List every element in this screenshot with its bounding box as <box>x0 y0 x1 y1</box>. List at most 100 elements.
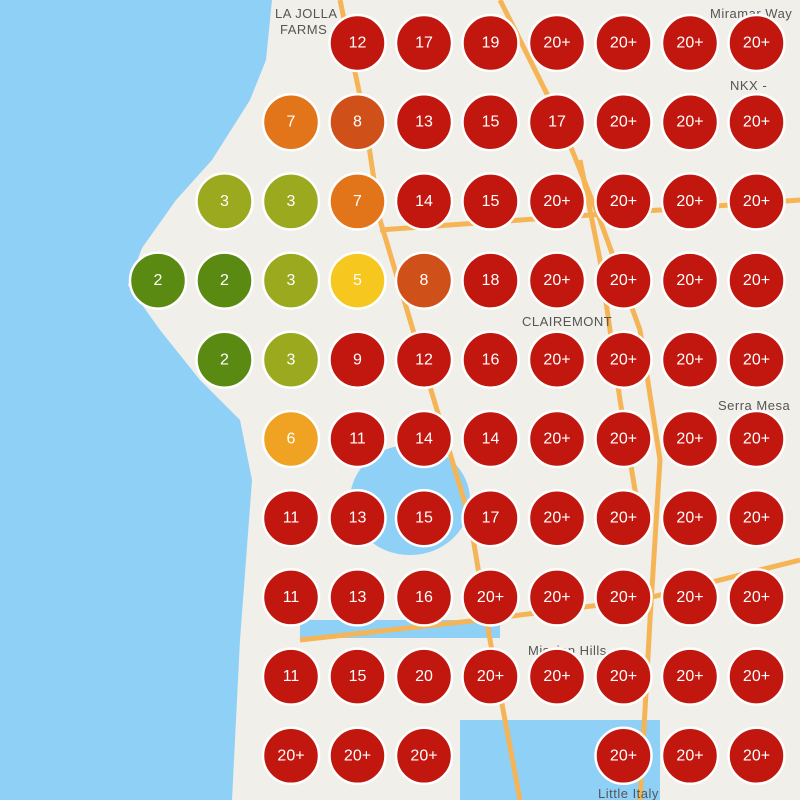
marker[interactable]: 20+ <box>660 568 720 627</box>
marker-circle <box>660 330 720 390</box>
marker[interactable]: 20+ <box>727 568 786 627</box>
marker[interactable]: 20+ <box>594 647 653 706</box>
marker[interactable]: 20+ <box>660 13 720 73</box>
marker-circle <box>128 251 188 310</box>
marker[interactable]: 20+ <box>594 172 653 231</box>
marker[interactable]: 20+ <box>461 568 520 627</box>
marker[interactable]: 17 <box>461 488 520 548</box>
marker[interactable]: 7 <box>328 172 387 231</box>
marker-label: 20+ <box>543 431 570 448</box>
marker[interactable]: 18 <box>461 251 520 310</box>
marker[interactable]: 20+ <box>660 647 720 706</box>
marker[interactable]: 20+ <box>594 251 653 310</box>
marker-label: 20+ <box>743 589 770 606</box>
marker[interactable]: 20+ <box>727 172 786 231</box>
marker[interactable]: 20+ <box>594 409 653 469</box>
marker[interactable]: 11 <box>261 647 321 706</box>
marker[interactable]: 11 <box>328 409 387 469</box>
marker[interactable]: 20+ <box>261 726 321 786</box>
marker[interactable]: 16 <box>461 330 520 390</box>
marker[interactable]: 20+ <box>594 726 653 786</box>
marker[interactable]: 14 <box>394 409 454 469</box>
marker-circle <box>261 647 321 706</box>
marker[interactable]: 20+ <box>660 409 720 469</box>
marker[interactable]: 14 <box>461 409 520 469</box>
marker[interactable]: 15 <box>461 92 520 152</box>
marker[interactable]: 20+ <box>727 726 786 786</box>
marker-circle <box>261 568 321 627</box>
marker[interactable]: 20+ <box>594 568 653 627</box>
marker-label: 20+ <box>410 747 437 764</box>
marker[interactable]: 20+ <box>660 488 720 548</box>
marker-circle <box>594 647 653 706</box>
marker[interactable]: 20+ <box>527 647 587 706</box>
marker[interactable]: 20+ <box>527 409 587 469</box>
marker[interactable]: 20+ <box>527 172 587 231</box>
marker[interactable]: 20+ <box>727 647 786 706</box>
marker[interactable]: 3 <box>195 172 254 231</box>
marker[interactable]: 20+ <box>660 172 720 231</box>
marker-circle <box>394 409 454 469</box>
marker[interactable]: 20+ <box>461 647 520 706</box>
marker[interactable]: 20+ <box>527 251 587 310</box>
marker[interactable]: 3 <box>261 330 321 390</box>
marker[interactable]: 2 <box>128 251 188 310</box>
marker-label: 11 <box>283 668 300 685</box>
marker-circle <box>328 330 387 390</box>
marker[interactable]: 20+ <box>328 726 387 786</box>
marker-circle <box>527 647 587 706</box>
marker[interactable]: 13 <box>328 568 387 627</box>
marker[interactable]: 20+ <box>727 92 786 152</box>
marker[interactable]: 7 <box>261 92 321 152</box>
marker[interactable]: 20+ <box>727 251 786 310</box>
marker[interactable]: 15 <box>328 647 387 706</box>
marker[interactable]: 8 <box>394 251 454 310</box>
marker[interactable]: 20+ <box>660 251 720 310</box>
marker[interactable]: 20+ <box>660 330 720 390</box>
marker[interactable]: 13 <box>394 92 454 152</box>
marker[interactable]: 20+ <box>727 488 786 548</box>
marker-label: 20+ <box>610 351 637 368</box>
marker[interactable]: 11 <box>261 568 321 627</box>
marker[interactable]: 11 <box>261 488 321 548</box>
marker[interactable]: 16 <box>394 568 454 627</box>
marker[interactable]: 2 <box>195 330 254 390</box>
marker[interactable]: 17 <box>527 92 587 152</box>
marker[interactable]: 20+ <box>394 726 454 786</box>
marker[interactable]: 19 <box>461 13 520 73</box>
marker[interactable]: 20+ <box>727 13 786 73</box>
marker[interactable]: 12 <box>328 13 387 73</box>
marker[interactable]: 20+ <box>594 488 653 548</box>
marker[interactable]: 20+ <box>527 568 587 627</box>
marker[interactable]: 20+ <box>527 330 587 390</box>
marker[interactable]: 9 <box>328 330 387 390</box>
marker[interactable]: 14 <box>394 172 454 231</box>
marker-circle <box>660 13 720 73</box>
marker[interactable]: 15 <box>461 172 520 231</box>
marker[interactable]: 13 <box>328 488 387 548</box>
marker[interactable]: 15 <box>394 488 454 548</box>
marker[interactable]: 20+ <box>527 13 587 73</box>
marker[interactable]: 20+ <box>594 330 653 390</box>
marker[interactable]: 20+ <box>727 330 786 390</box>
map-label: CLAIREMONT <box>522 314 612 329</box>
marker-label: 20+ <box>743 193 770 210</box>
marker-label: 8 <box>353 114 362 131</box>
marker[interactable]: 20+ <box>660 726 720 786</box>
marker-label: 20+ <box>743 272 770 289</box>
marker[interactable]: 20+ <box>660 92 720 152</box>
marker[interactable]: 3 <box>261 251 321 310</box>
marker[interactable]: 2 <box>195 251 254 310</box>
marker[interactable]: 20+ <box>527 488 587 548</box>
marker[interactable]: 20+ <box>727 409 786 469</box>
marker[interactable]: 20 <box>394 647 454 706</box>
marker[interactable]: 8 <box>328 92 387 152</box>
marker[interactable]: 5 <box>328 251 387 310</box>
marker[interactable]: 20+ <box>594 92 653 152</box>
marker[interactable]: 12 <box>394 330 454 390</box>
marker[interactable]: 3 <box>261 172 321 231</box>
marker-circle <box>328 568 387 627</box>
marker[interactable]: 17 <box>394 13 454 73</box>
marker[interactable]: 6 <box>261 409 321 469</box>
marker[interactable]: 20+ <box>594 13 653 73</box>
